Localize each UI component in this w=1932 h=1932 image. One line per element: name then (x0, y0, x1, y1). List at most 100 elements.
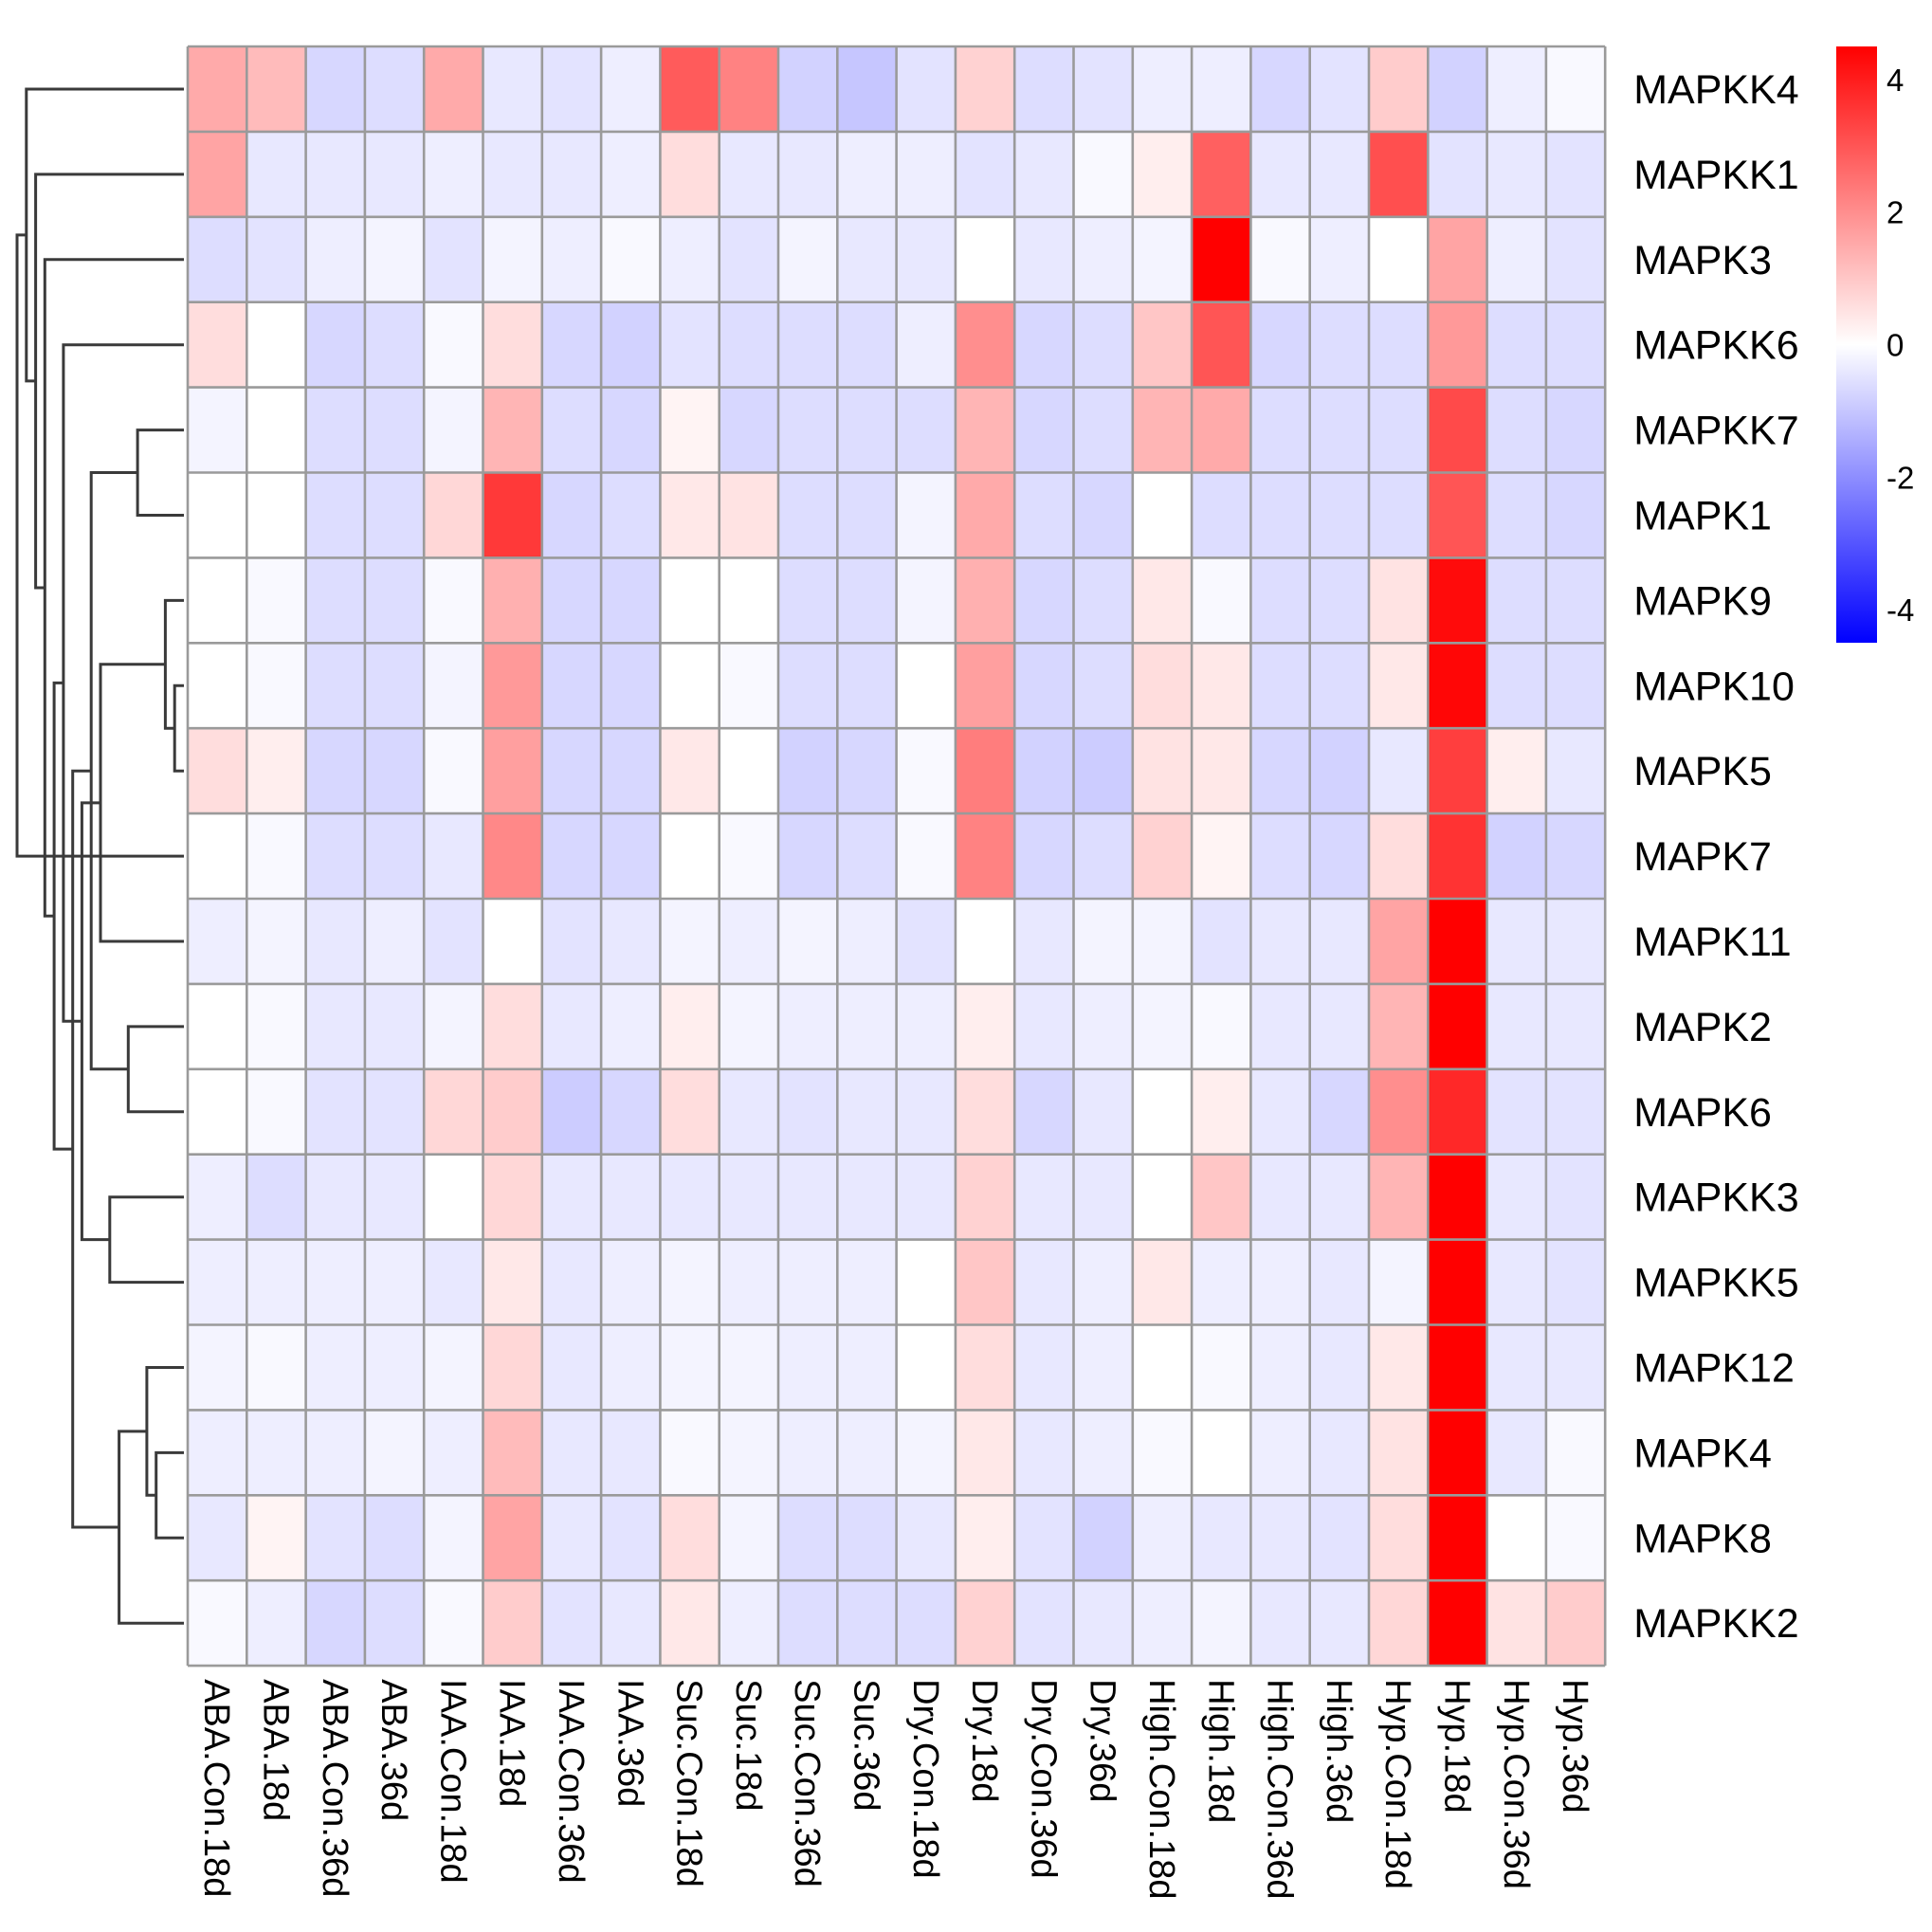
heatmap-cell (483, 301, 542, 388)
heatmap-cell (1250, 1495, 1310, 1581)
heatmap-cell (1073, 1410, 1133, 1496)
heatmap-cell (1014, 899, 1074, 984)
heatmap-cell (1250, 1239, 1310, 1325)
row-label: MAPK12 (1633, 1346, 1795, 1392)
heatmap-cell (955, 301, 1015, 388)
heatmap-cell (246, 1495, 306, 1581)
heatmap-cell (246, 899, 306, 984)
heatmap-cell (424, 301, 483, 388)
heatmap-cell (837, 557, 897, 644)
heatmap-cell (955, 983, 1015, 1069)
heatmap-cell (1073, 1324, 1133, 1411)
heatmap-cell (424, 899, 483, 984)
column-label: Hyp.Con.36d (1496, 1679, 1536, 1889)
heatmap-cell (660, 813, 720, 899)
heatmap-cell (1073, 472, 1133, 558)
heatmap-cell (1073, 643, 1133, 729)
heatmap-cell (305, 1239, 365, 1325)
heatmap-cell (188, 1324, 247, 1411)
heatmap-cell (305, 131, 365, 217)
column-label: Dry.Con.36d (1023, 1679, 1063, 1879)
heatmap-cell (837, 1239, 897, 1325)
heatmap-cell (1309, 387, 1369, 473)
heatmap-cell (483, 1580, 542, 1667)
heatmap-cell (1486, 643, 1546, 729)
row-label: MAPK2 (1633, 1005, 1772, 1050)
heatmap-cell (305, 1495, 365, 1581)
heatmap-cell (719, 899, 778, 984)
heatmap-cell (364, 472, 425, 558)
heatmap-cell (896, 728, 956, 814)
heatmap-cell (364, 301, 425, 388)
heatmap-cell (424, 643, 483, 729)
heatmap-cell (305, 216, 365, 302)
heatmap-cell (246, 557, 306, 644)
heatmap-cell (305, 813, 365, 899)
heatmap-cell (1250, 1410, 1310, 1496)
heatmap-cell (1309, 1154, 1369, 1240)
heatmap-cell (719, 1239, 778, 1325)
heatmap-cell (660, 983, 720, 1069)
column-label: Dry.36d (1083, 1679, 1122, 1802)
heatmap-cell (1428, 46, 1487, 132)
color-scale-tick-label: -2 (1886, 460, 1914, 495)
heatmap-cell (188, 643, 247, 729)
heatmap-cell (601, 899, 661, 984)
heatmap-cell (1132, 728, 1193, 814)
column-label: IAA.18d (492, 1679, 532, 1807)
heatmap-cell (1014, 1410, 1074, 1496)
heatmap-cell (1545, 983, 1606, 1069)
heatmap-cell (305, 1324, 365, 1411)
heatmap-cell (601, 1495, 661, 1581)
heatmap-cell (837, 472, 897, 558)
heatmap-cell (778, 216, 838, 302)
heatmap-cell (896, 301, 956, 388)
heatmap-cell (305, 1068, 365, 1155)
heatmap-cell (896, 983, 956, 1069)
heatmap-cell (1014, 1495, 1074, 1581)
heatmap-cell (1014, 1154, 1074, 1240)
dendrogram-branch (71, 769, 119, 1529)
column-label: Dry.Con.18d (905, 1679, 945, 1879)
row-label: MAPK7 (1633, 834, 1772, 880)
color-scale-tick-label: 0 (1886, 328, 1904, 363)
heatmap-cell (483, 899, 542, 984)
heatmap-cell (1309, 1068, 1369, 1155)
heatmap-cell (1073, 387, 1133, 473)
dendrogram-branch (80, 801, 110, 1242)
heatmap-cell (1545, 216, 1606, 302)
heatmap-cell (1014, 472, 1074, 558)
heatmap-cell (719, 983, 778, 1069)
heatmap-cell (1369, 813, 1429, 899)
heatmap-cell (896, 557, 956, 644)
row-label: MAPK10 (1633, 664, 1795, 709)
heatmap-cell (1192, 899, 1251, 984)
row-label: MAPK5 (1633, 749, 1772, 794)
heatmap-cell (1073, 1495, 1133, 1581)
color-scale-tick-label: 2 (1886, 195, 1904, 230)
row-label: MAPKK3 (1633, 1176, 1798, 1221)
heatmap-cell (955, 1495, 1015, 1581)
heatmap-cell (1309, 216, 1369, 302)
heatmap-cell (837, 1495, 897, 1581)
heatmap-cell (719, 813, 778, 899)
heatmap-cell (483, 216, 542, 302)
heatmap-cell (541, 301, 602, 388)
heatmap-cell (955, 1239, 1015, 1325)
row-label: MAPK9 (1633, 578, 1772, 624)
heatmap-cell (778, 1580, 838, 1667)
heatmap-cell (424, 472, 483, 558)
heatmap-cell (660, 728, 720, 814)
heatmap-cell (305, 728, 365, 814)
heatmap-cell (1132, 1154, 1193, 1240)
heatmap-cell (1014, 557, 1074, 644)
heatmap-cell (541, 46, 602, 132)
heatmap-cell (246, 1068, 306, 1155)
heatmap-cell (1428, 1154, 1487, 1240)
row-label: MAPK11 (1633, 920, 1792, 965)
heatmap-cell (1192, 728, 1251, 814)
heatmap-cell (837, 813, 897, 899)
heatmap-cell (896, 131, 956, 217)
column-label: ABA.Con.18d (196, 1679, 236, 1897)
